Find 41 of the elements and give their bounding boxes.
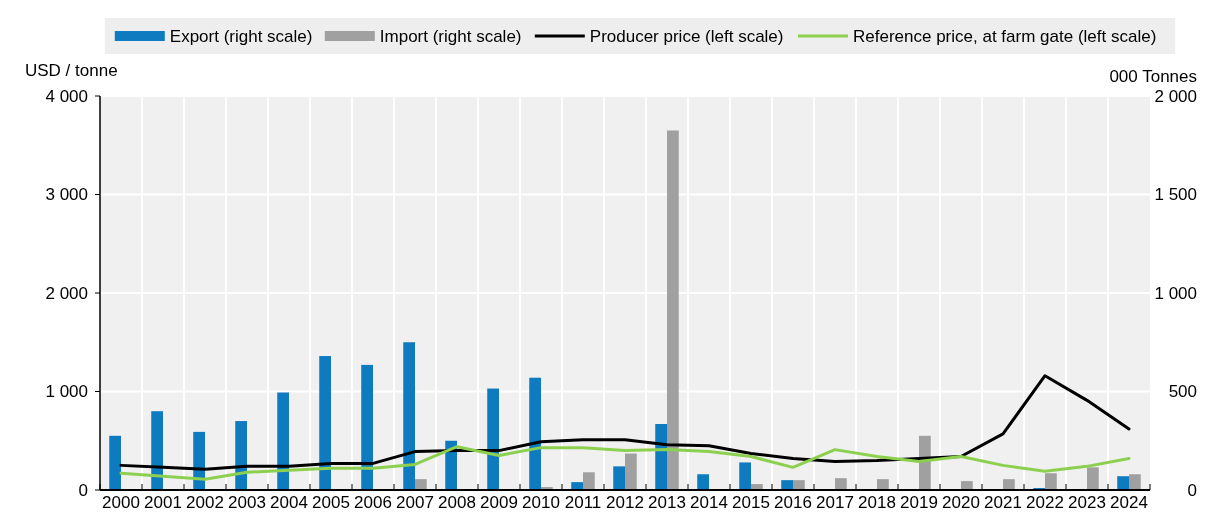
legend-label: Import (right scale) xyxy=(379,26,522,46)
x-tick-label: 2016 xyxy=(774,493,812,512)
x-tick-label: 2006 xyxy=(354,493,392,512)
y-tick-label: 2 000 xyxy=(45,283,88,303)
x-tick-label: 2023 xyxy=(1068,493,1106,512)
x-tick-label: 2002 xyxy=(186,493,224,512)
y2-axis-title: 000 Tonnes xyxy=(1109,67,1197,86)
y-tick-label: 1 000 xyxy=(45,382,88,402)
y-tick-label: 3 000 xyxy=(45,185,88,205)
y2-tick-label: 1 500 xyxy=(1154,185,1197,205)
legend-label: Export (right scale) xyxy=(169,26,313,46)
x-tick-label: 2005 xyxy=(312,493,350,512)
x-tick-label: 2017 xyxy=(816,493,854,512)
x-tick-label: 2019 xyxy=(900,493,938,512)
x-tick-label: 2001 xyxy=(144,493,182,512)
x-tick-label: 2003 xyxy=(228,493,266,512)
x-tick-label: 2004 xyxy=(270,493,308,512)
x-tick-label: 2013 xyxy=(648,493,686,512)
y2-tick-label: 2 000 xyxy=(1154,86,1197,106)
x-tick-label: 2011 xyxy=(564,493,602,512)
x-tick-label: 2009 xyxy=(480,493,518,512)
y2-tick-label: 500 xyxy=(1168,382,1197,402)
y-axis-title: USD / tonne xyxy=(25,61,118,80)
y2-tick-label: 0 xyxy=(1187,480,1197,500)
y2-tick-label: 1 000 xyxy=(1154,283,1197,303)
x-tick-label: 2014 xyxy=(690,493,728,512)
x-tick-label: 2015 xyxy=(732,493,770,512)
x-tick-label: 2010 xyxy=(522,493,560,512)
y-tick-label: 4 000 xyxy=(45,86,88,106)
y-tick-label: 0 xyxy=(78,480,88,500)
x-tick-label: 2021 xyxy=(984,493,1022,512)
legend-label: Producer price (left scale) xyxy=(589,26,784,46)
legend-label: Reference price, at farm gate (left scale) xyxy=(853,26,1157,46)
x-tick-label: 2022 xyxy=(1026,493,1064,512)
x-tick-label: 2008 xyxy=(438,493,476,512)
x-tick-label: 2020 xyxy=(942,493,980,512)
x-tick-label: 2018 xyxy=(858,493,896,512)
x-tick-label: 2024 xyxy=(1110,493,1148,512)
x-tick-label: 2000 xyxy=(102,493,140,512)
x-tick-label: 2007 xyxy=(396,493,434,512)
x-tick-label: 2012 xyxy=(606,493,644,512)
